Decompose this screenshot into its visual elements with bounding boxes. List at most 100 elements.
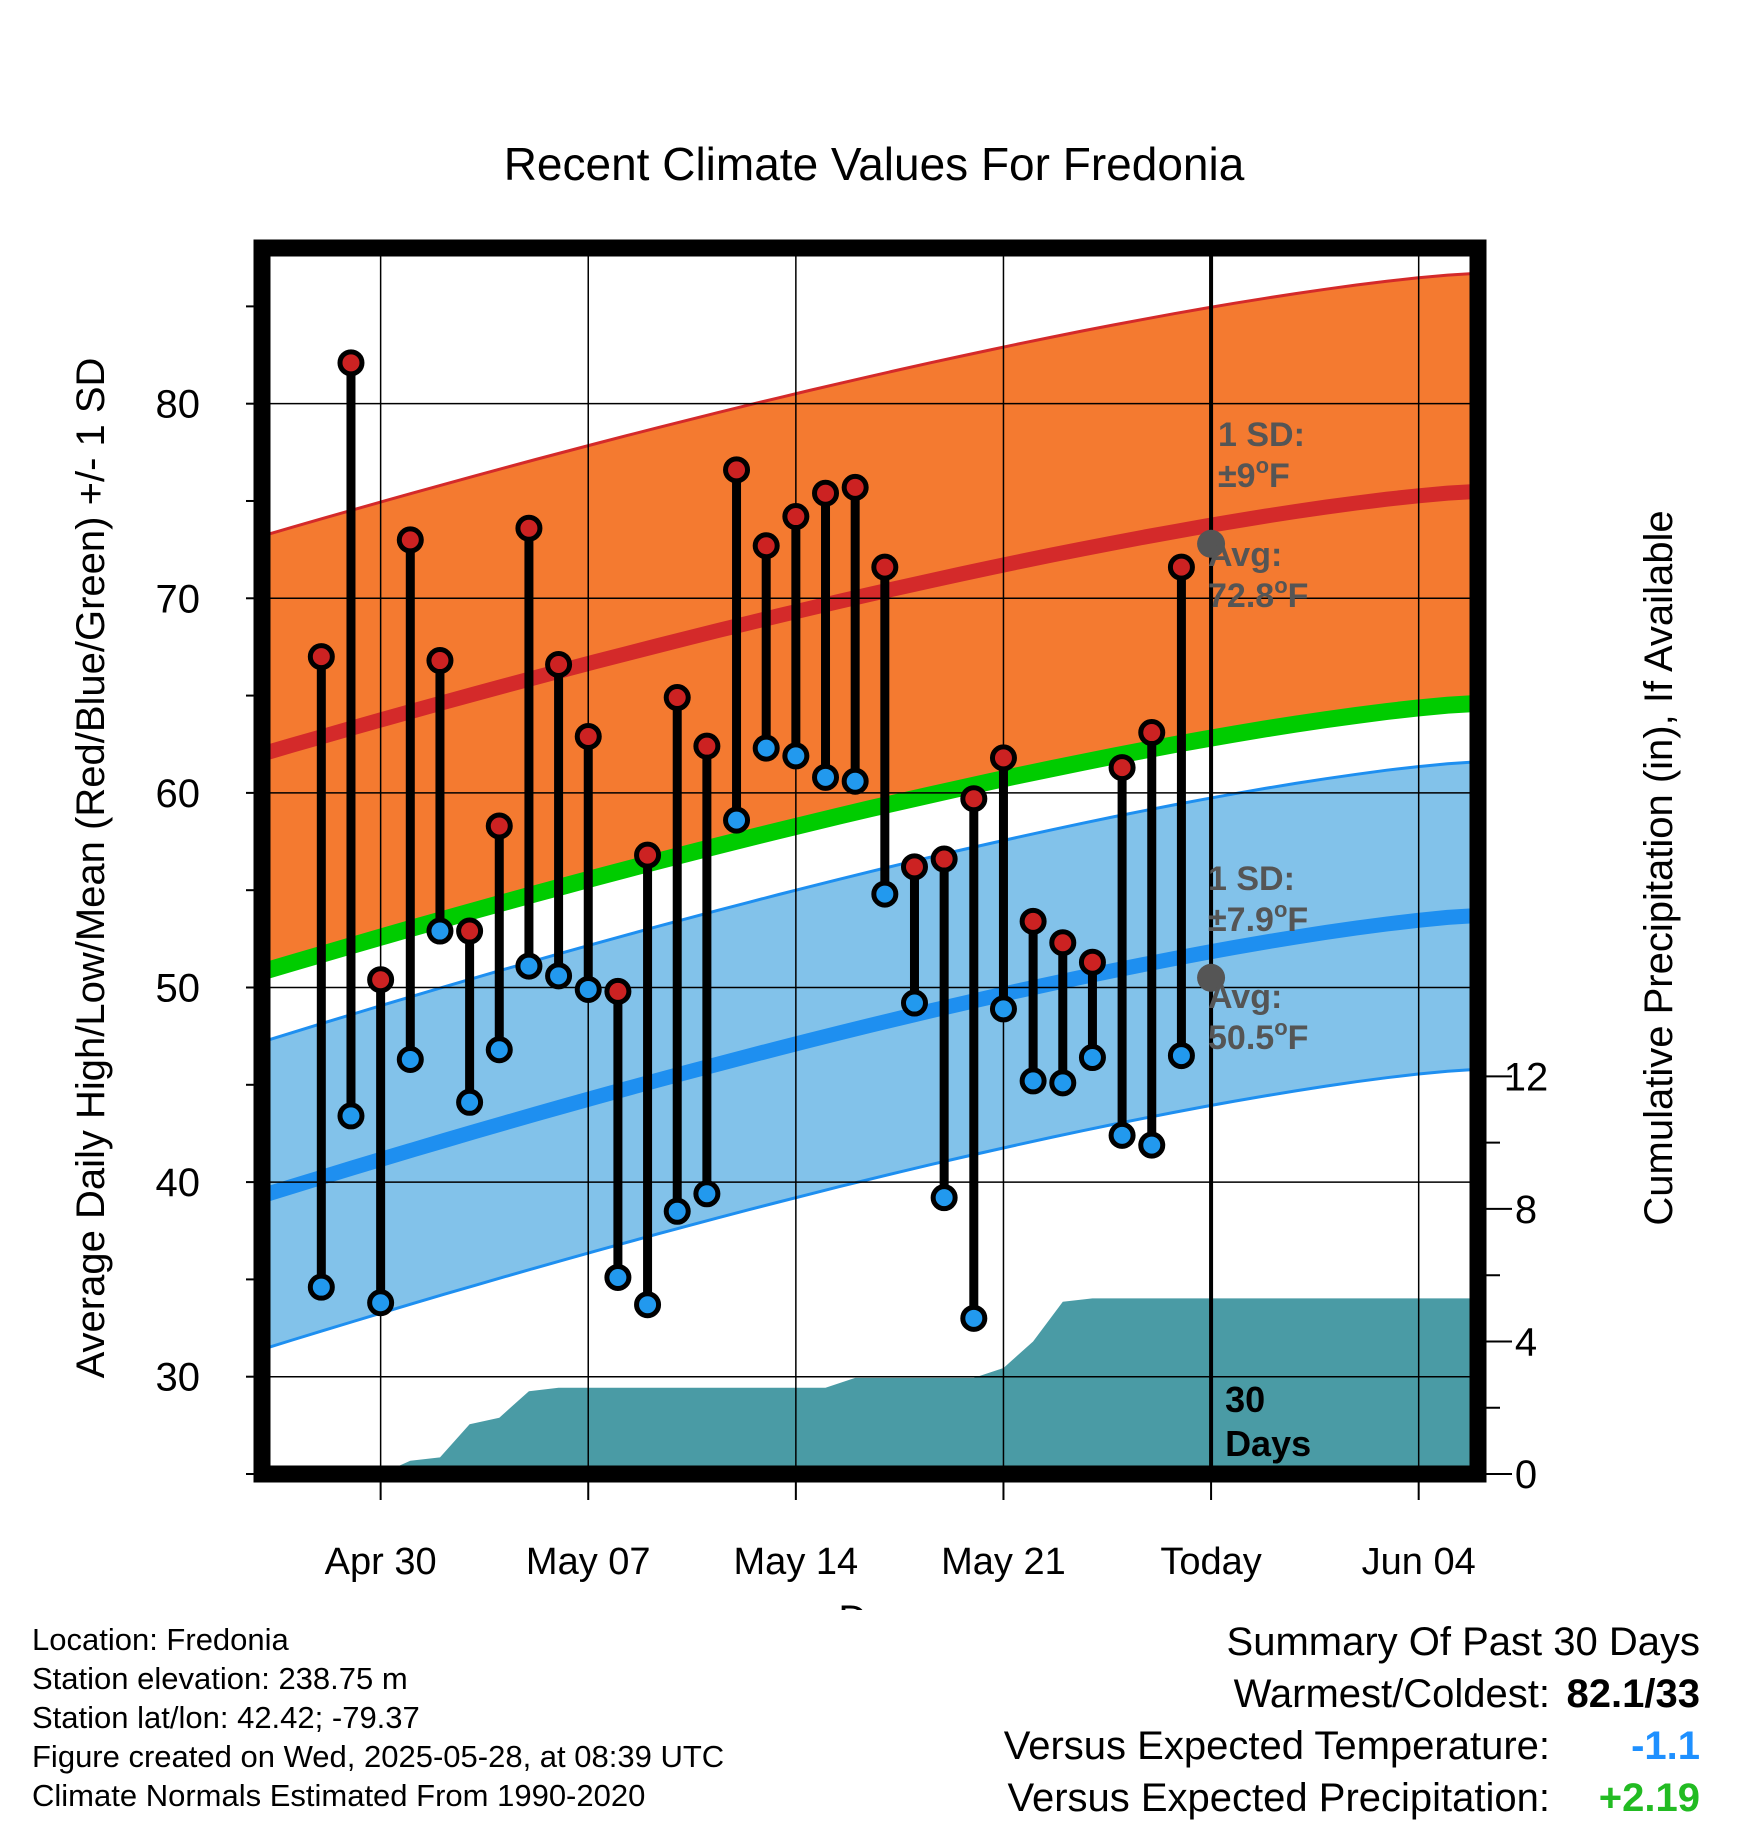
precip-area	[351, 1298, 1478, 1474]
x-axis-label: Day	[838, 1598, 909, 1610]
temp-anomaly-label: Versus Expected Temperature:	[1003, 1724, 1550, 1768]
daily-high-point	[367, 966, 395, 994]
summary-title: Summary Of Past 30 Days	[1226, 1620, 1700, 1664]
daily-high-point	[752, 532, 780, 560]
warmest-value: 82.1/33	[1566, 1672, 1700, 1716]
summary-panel: Summary Of Past 30 Days Warmest/Coldest:…	[1004, 1616, 1700, 1824]
y2-axis-label: Cumulative Precipitation (in), If Availa…	[1637, 510, 1681, 1225]
daily-high-point	[1167, 553, 1195, 581]
daily-low-point	[574, 975, 602, 1003]
figure-created: Figure created on Wed, 2025-05-28, at 08…	[32, 1739, 725, 1774]
y2-tick-label: 12	[1504, 1055, 1549, 1099]
y2-tick-label: 0	[1515, 1453, 1537, 1497]
y2-tick-label: 4	[1515, 1320, 1537, 1364]
x-tick-label: Today	[1160, 1541, 1261, 1583]
summary-temp-row: Versus Expected Temperature: -1.1	[1004, 1720, 1700, 1772]
precip-anomaly-label: Versus Expected Precipitation:	[1007, 1776, 1550, 1820]
chart-title: Recent Climate Values For Fredonia	[504, 138, 1245, 190]
daily-low-point	[663, 1197, 691, 1225]
daily-high-point	[930, 845, 958, 873]
daily-low-point	[426, 917, 454, 945]
daily-high-point	[723, 456, 751, 484]
daily-high-point	[307, 643, 335, 671]
daily-high-point	[1078, 948, 1106, 976]
daily-low-point	[604, 1263, 632, 1291]
x-tick-label: May 14	[734, 1541, 859, 1583]
daily-high-point	[634, 841, 662, 869]
high-avg-annotation-line: 72.8oF	[1208, 573, 1308, 615]
daily-low-point	[960, 1304, 988, 1332]
daily-high-point	[545, 650, 573, 678]
daily-high-point	[663, 684, 691, 712]
summary-precip-row: Versus Expected Precipitation: +2.19	[1004, 1772, 1700, 1824]
low-sd-annotation-line: ±7.9oF	[1208, 897, 1308, 939]
plot-frame	[253, 239, 1487, 1483]
daily-low-point	[367, 1289, 395, 1317]
low-normal-line	[262, 908, 1478, 1203]
y-axis-label: Average Daily High/Low/Mean (Red/Blue/Gr…	[69, 358, 113, 1379]
y-tick-label: 70	[156, 577, 201, 621]
high-avg-annotation-line: Avg:	[1208, 536, 1282, 574]
daily-low-point	[634, 1291, 662, 1319]
daily-low-point	[307, 1273, 335, 1301]
daily-low-point	[693, 1180, 721, 1208]
daily-high-point	[604, 977, 632, 1005]
x-tick-label: Apr 30	[325, 1541, 437, 1583]
precip-anomaly-value: +2.19	[1598, 1776, 1700, 1820]
daily-high-point	[900, 853, 928, 881]
y2-tick-label: 8	[1515, 1188, 1537, 1232]
high-sd-annotation-line: 1 SD:	[1218, 416, 1305, 454]
low-sd-annotation-line: 1 SD:	[1208, 860, 1295, 898]
daily-high-point	[841, 473, 869, 501]
low-sd-band-upper	[262, 760, 1478, 1044]
high-avg-marker	[1197, 529, 1226, 558]
daily-high-point	[456, 917, 484, 945]
daily-low-point	[1108, 1121, 1136, 1149]
today-days-count: 30	[1225, 1379, 1265, 1420]
daily-high-point	[426, 647, 454, 675]
daily-low-point	[871, 880, 899, 908]
station-info: Location: Fredonia Station elevation: 23…	[32, 1620, 724, 1815]
y-tick-label: 50	[156, 966, 201, 1010]
today-days-label: Days	[1225, 1423, 1311, 1464]
daily-high-point	[396, 526, 424, 554]
daily-low-point	[812, 763, 840, 791]
x-tick-label: Jun 04	[1362, 1541, 1476, 1583]
station-elevation: Station elevation: 238.75 m	[32, 1661, 408, 1696]
daily-low-point	[337, 1102, 365, 1130]
low-avg-annotation-line: 50.5oF	[1208, 1015, 1308, 1057]
daily-high-point	[1049, 929, 1077, 957]
daily-high-point	[485, 812, 513, 840]
high-normal-line	[262, 483, 1478, 762]
y-tick-label: 40	[156, 1161, 201, 1205]
low-avg-marker	[1197, 963, 1226, 992]
daily-low-point	[1049, 1069, 1077, 1097]
temp-anomaly-value: -1.1	[1631, 1724, 1700, 1768]
daily-low-point	[396, 1045, 424, 1073]
low-sd-band-lower	[262, 1067, 1478, 1351]
daily-high-point	[1019, 907, 1047, 935]
daily-low-point	[1138, 1131, 1166, 1159]
warmest-label: Warmest/Coldest:	[1233, 1672, 1550, 1716]
high-sd-band-upper	[262, 271, 1478, 538]
daily-low-point	[456, 1088, 484, 1116]
daily-high-point	[871, 553, 899, 581]
low-avg-annotation-line: Avg:	[1208, 978, 1282, 1016]
x-tick-label: May 21	[941, 1541, 1066, 1583]
daily-high-point	[693, 732, 721, 760]
daily-high-point	[515, 514, 543, 542]
x-tick-label: May 07	[526, 1541, 651, 1583]
daily-low-point	[900, 989, 928, 1017]
plot-area	[262, 248, 1478, 1474]
summary-warmest-row: Warmest/Coldest: 82.1/33	[1004, 1668, 1700, 1720]
y-tick-label: 30	[156, 1356, 201, 1400]
daily-low-point	[1078, 1044, 1106, 1072]
climate-chart: Recent Climate Values For Fredonia 30Day…	[69, 138, 1681, 1610]
daily-low-point	[989, 995, 1017, 1023]
y-tick-label: 60	[156, 772, 201, 816]
daily-low-point	[545, 962, 573, 990]
daily-low-point	[752, 734, 780, 762]
daily-low-point	[782, 742, 810, 770]
daily-low-point	[841, 767, 869, 795]
station-location: Location: Fredonia	[32, 1622, 289, 1657]
